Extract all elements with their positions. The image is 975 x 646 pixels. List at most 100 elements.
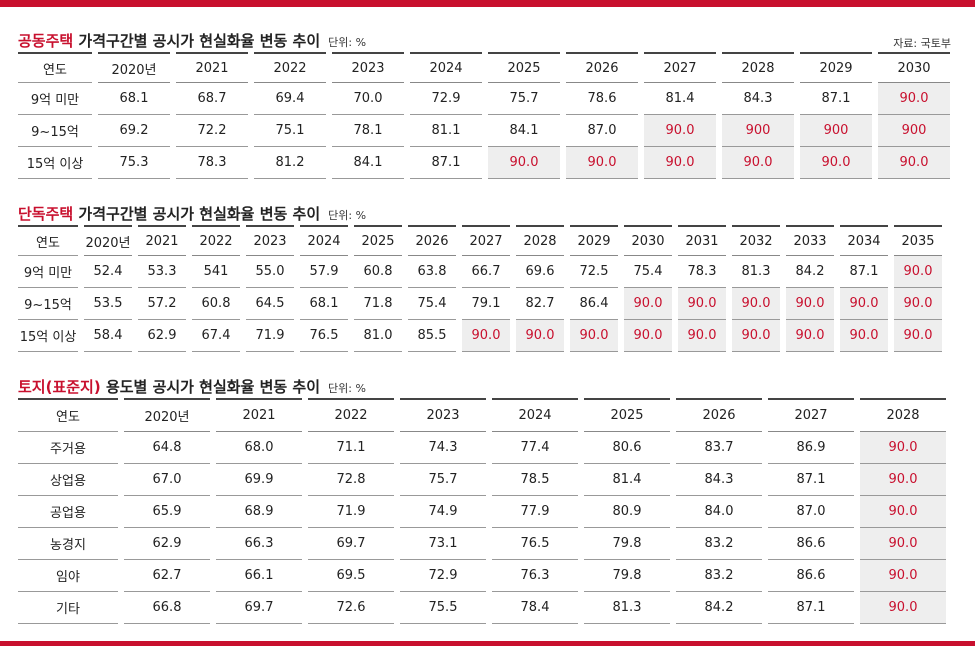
header-year: 2028 [722,52,794,83]
header-year: 2024 [410,52,482,83]
table-cell: 53.5 [84,288,132,320]
unit-label: 단위: % [328,382,366,395]
table-cell: 75.7 [488,83,560,115]
header-year: 2024 [492,398,578,432]
table-cell: 68.0 [216,432,302,464]
table-cell-target: 90.0 [678,320,726,352]
header-year: 2028 [516,225,564,256]
table-cell: 81.3 [732,256,780,288]
table-cell: 71.8 [354,288,402,320]
table-cell: 85.5 [408,320,456,352]
table-cell: 72.6 [308,592,394,624]
table-cell: 86.6 [768,528,854,560]
table-cell: 81.4 [644,83,716,115]
table-row: 9~15억 69.2 72.2 75.1 78.1 81.1 84.1 87.0 90.0 900… [18,115,950,147]
table-cell-target: 90.0 [860,464,946,496]
table-cell: 86.6 [768,560,854,592]
table-cell: 66.8 [124,592,210,624]
header-year: 2023 [332,52,404,83]
table-cell: 68.1 [98,83,170,115]
table-cell: 69.9 [216,464,302,496]
table-row: 15억 이상 58.4 62.9 67.4 71.9 76.5 81.0 85.5 90.0 90… [18,320,942,352]
table-cell: 87.1 [410,147,482,179]
table-cell: 64.5 [246,288,294,320]
table-cell-target: 90.0 [678,288,726,320]
table-cell: 62.7 [124,560,210,592]
table-cell-target: 90.0 [894,288,942,320]
table-cell: 75.5 [400,592,486,624]
header-corner-label: 연도 [18,225,78,256]
header-year: 2027 [644,52,716,83]
row-label: 공업용 [18,496,118,528]
table-cell: 69.4 [254,83,326,115]
row-label: 주거용 [18,432,118,464]
table-row: 15억 이상 75.3 78.3 81.2 84.1 87.1 90.0 90.0 90.0 90… [18,147,950,179]
row-label: 9~15억 [18,115,92,147]
table-cell-target: 90.0 [878,83,950,115]
table-cell: 67.0 [124,464,210,496]
table-cell: 74.3 [400,432,486,464]
table-cell: 84.0 [676,496,762,528]
title-highlight: 단독주택 [18,205,74,223]
table-cell-target: 90.0 [732,320,780,352]
table-cell: 55.0 [246,256,294,288]
header-year: 2023 [246,225,294,256]
table-cell-target: 90.0 [732,288,780,320]
table-cell: 83.2 [676,560,762,592]
table-cell: 78.4 [492,592,578,624]
header-year: 2020년 [84,225,132,256]
table-cell: 80.6 [584,432,670,464]
table-row: 9~15억 53.5 57.2 60.8 64.5 68.1 71.8 75.4 79.1 82.… [18,288,942,320]
table-cell: 73.1 [400,528,486,560]
title-highlight: 토지(표준지) [18,378,101,396]
header-year: 2025 [488,52,560,83]
table-cell: 80.9 [584,496,670,528]
row-label: 상업용 [18,464,118,496]
row-label: 9~15억 [18,288,78,320]
header-row: 연도 2020년 2021 2022 2023 2024 2025 2026 2027 2028 2… [18,225,942,256]
table-cell: 52.4 [84,256,132,288]
table-cell: 84.1 [488,115,560,147]
land-table: 연도 2020년 2021 2022 2023 2024 2025 2026 2027 2028 주… [12,398,952,624]
row-label: 기타 [18,592,118,624]
unit-label: 단위: % [328,36,367,49]
table-cell-target: 90.0 [860,592,946,624]
title-text: 가격구간별 공시가 현실화율 변동 추이 [73,32,321,50]
table-cell: 69.6 [516,256,564,288]
table-cell: 87.0 [566,115,638,147]
table-cell: 68.7 [176,83,248,115]
header-corner-label: 연도 [18,52,92,83]
table-cell-target: 90.0 [840,320,888,352]
table-row: 임야 62.7 66.1 69.5 72.9 76.3 79.8 83.2 86.6 90.0 [18,560,946,592]
table-cell: 68.1 [300,288,348,320]
header-year: 2034 [840,225,888,256]
detached-house-section: 단독주택 가격구간별 공시가 현실화율 변동 추이 단위: % 연도 2020년 20… [18,203,956,352]
header-row: 연도 2020년 2021 2022 2023 2024 2025 2026 2027 2028 2… [18,52,950,83]
table-cell: 63.8 [408,256,456,288]
table-cell: 74.9 [400,496,486,528]
table-cell: 81.3 [584,592,670,624]
table-cell: 57.2 [138,288,186,320]
section-title: 공동주택 가격구간별 공시가 현실화율 변동 추이 단위: % [18,30,956,52]
table-cell: 72.9 [410,83,482,115]
table-cell-target: 90.0 [860,432,946,464]
header-year: 2022 [192,225,240,256]
table-cell: 60.8 [192,288,240,320]
table-cell: 86.4 [570,288,618,320]
header-year: 2022 [308,398,394,432]
header-year: 2026 [566,52,638,83]
table-cell: 76.3 [492,560,578,592]
header-year: 2021 [216,398,302,432]
table-cell: 71.9 [308,496,394,528]
row-label: 9억 미만 [18,83,92,115]
table-cell: 87.1 [840,256,888,288]
header-year: 2022 [254,52,326,83]
table-cell: 84.1 [332,147,404,179]
table-cell: 70.0 [332,83,404,115]
header-corner-label: 연도 [18,398,118,432]
table-cell-target: 90.0 [860,560,946,592]
header-year: 2027 [768,398,854,432]
table-row: 상업용 67.0 69.9 72.8 75.7 78.5 81.4 84.3 87.1 90.0 [18,464,946,496]
header-year: 2026 [408,225,456,256]
table-cell-target: 90.0 [894,256,942,288]
